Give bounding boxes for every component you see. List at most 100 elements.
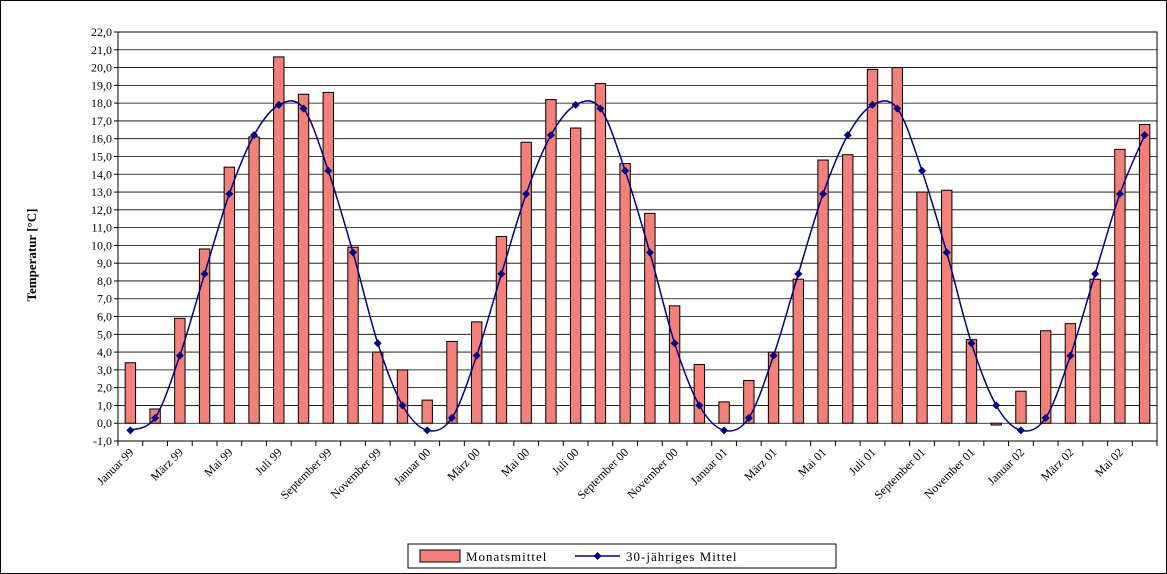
y-tick-label: 2,0: [97, 381, 112, 395]
y-tick-label: 21,0: [91, 43, 112, 57]
line-marker: [522, 189, 531, 198]
line-marker: [695, 401, 704, 410]
bar-monatsmittel: [743, 380, 755, 424]
line-marker: [151, 413, 160, 422]
line-marker: [1041, 413, 1050, 422]
bar-monatsmittel: [817, 159, 829, 424]
bar-monatsmittel: [1039, 330, 1052, 424]
y-tick-label: 0,0: [97, 416, 112, 430]
y-tick-label: 17,0: [91, 114, 112, 128]
bar-monatsmittel: [1064, 323, 1077, 424]
x-tick-label: Januar 00: [391, 445, 434, 488]
bar-monatsmittel: [1114, 148, 1126, 424]
line-marker: [373, 339, 382, 348]
line-marker: [794, 269, 803, 278]
x-tick-label: März 99: [148, 445, 186, 483]
y-axis-ticks: -1,0 0,0 1,0 2,0 3,0 4,0 5,0 6,0 7,0 8,0 9,0 10,0 11…: [91, 25, 118, 448]
y-tick-label: 3,0: [97, 363, 112, 377]
x-tick-label: Januar 99: [94, 445, 137, 488]
line-marker: [1016, 426, 1025, 435]
bar-monatsmittel: [644, 212, 656, 424]
bar-monatsmittel: [124, 362, 137, 424]
y-axis-label: Temperatur [°C]: [24, 209, 39, 302]
y-tick-label: 19,0: [91, 78, 112, 92]
line-marker: [1115, 189, 1124, 198]
line-marker: [398, 401, 407, 410]
bar-monatsmittel: [767, 351, 780, 424]
bar-monatsmittel: [372, 351, 384, 424]
line-marker: [868, 100, 877, 109]
bar-monatsmittel: [718, 401, 730, 424]
bar-monatsmittel: [990, 422, 1002, 426]
bar-monatsmittel: [693, 364, 706, 424]
x-tick-label: März 01: [741, 445, 779, 483]
y-tick-label: 18,0: [91, 96, 112, 110]
bar-monatsmittel: [223, 166, 236, 424]
x-tick-label: Januar 01: [688, 445, 731, 488]
line-marker: [1066, 351, 1075, 360]
bar-monatsmittel: [866, 68, 879, 424]
x-tick-label: März 02: [1038, 445, 1076, 483]
legend-marker-diamond: [593, 552, 602, 560]
line-marker: [967, 339, 976, 348]
line-marker: [299, 104, 308, 113]
bar-monatsmittel: [273, 56, 285, 424]
bar-monatsmittel: [1138, 123, 1151, 424]
line-marker: [126, 426, 135, 435]
legend-box: [407, 543, 837, 569]
x-tick-label: November 99: [328, 445, 384, 501]
line-marker: [744, 413, 753, 422]
bar-monatsmittel: [471, 321, 483, 424]
y-tick-label: 13,0: [91, 185, 112, 199]
line-marker: [423, 426, 432, 435]
line-marker: [274, 100, 283, 109]
line-marker: [546, 131, 555, 140]
bar-monatsmittel: [619, 163, 631, 424]
bar-monatsmittel: [569, 127, 582, 424]
x-tick-label: Mai 99: [201, 445, 235, 479]
legend-label-30-jaehriges-mittel: 30-jähriges Mittel: [626, 549, 738, 564]
bar-monatsmittel: [916, 191, 928, 424]
x-tick-label: März 00: [444, 445, 482, 483]
y-tick-label: 4,0: [97, 345, 112, 359]
y-tick-label: 8,0: [97, 274, 112, 288]
x-tick-label: Juli 99: [252, 445, 285, 478]
bar-monatsmittel: [1089, 278, 1101, 424]
line-marker: [917, 166, 926, 175]
x-tick-label: Juli 01: [846, 445, 879, 478]
bar-monatsmittel: [668, 305, 681, 424]
line-marker: [843, 131, 852, 140]
x-tick-label: Januar 02: [984, 445, 1027, 488]
line-marker: [1091, 269, 1100, 278]
line-series-30-jaehriges-mittel: [126, 100, 1149, 435]
y-tick-label: 6,0: [97, 310, 112, 324]
line-marker: [250, 131, 259, 140]
line-marker: [720, 426, 729, 435]
legend-label-monatsmittel: Monatsmittel: [466, 549, 547, 564]
y-tick-label: 15,0: [91, 149, 112, 163]
bar-monatsmittel: [941, 189, 953, 424]
bar-monatsmittel: [396, 369, 409, 424]
line-marker: [893, 104, 902, 113]
y-tick-label: 7,0: [97, 292, 112, 306]
y-tick-label: -1,0: [93, 434, 112, 448]
bar-monatsmittel: [297, 93, 310, 424]
x-tick-label: Mai 00: [498, 445, 532, 479]
line-marker: [225, 189, 234, 198]
x-tick-label: September 01: [871, 445, 928, 502]
bar-monatsmittel: [347, 246, 359, 424]
x-tick-label: Juli 00: [549, 445, 582, 478]
y-tick-label: 1,0: [97, 398, 112, 412]
x-tick-label: September 99: [278, 445, 335, 502]
y-tick-label: 5,0: [97, 327, 112, 341]
line-marker: [992, 401, 1001, 410]
y-tick-label: 22,0: [91, 25, 112, 39]
bar-monatsmittel: [891, 67, 903, 424]
line-marker: [1140, 131, 1149, 140]
y-tick-label: 11,0: [91, 221, 112, 235]
bar-monatsmittel: [520, 141, 532, 424]
bar-monatsmittel: [446, 340, 458, 424]
y-tick-label: 20,0: [91, 61, 112, 75]
